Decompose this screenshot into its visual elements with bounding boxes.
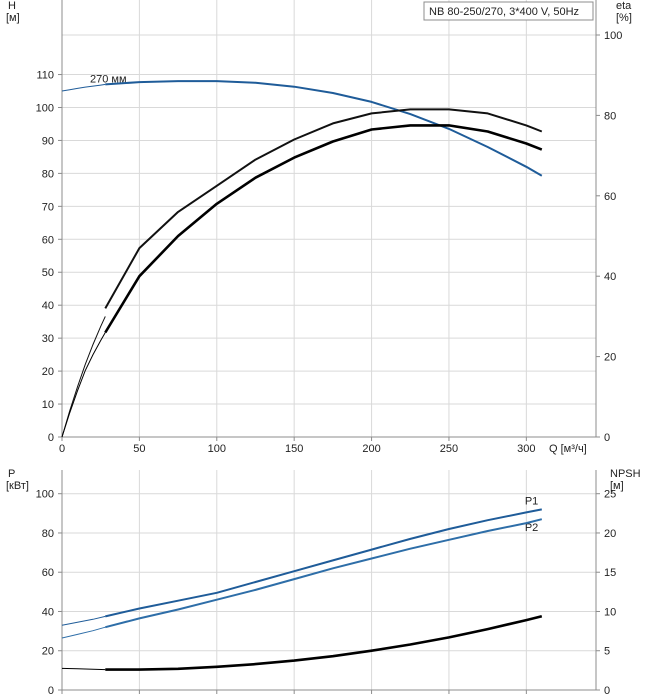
- x-tick-label: 200: [362, 443, 380, 455]
- y-right-axis-title: [%]: [616, 12, 632, 24]
- y-right-tick-label: 20: [604, 352, 616, 364]
- y-right-axis-title: eta: [616, 0, 632, 12]
- head-efficiency-panel: 0 10 20 30 40 50 60 70 80 90 100 110 0 20 40 60 80 100 0 50…: [6, 0, 632, 455]
- y-right-tick-label: 25: [604, 489, 616, 501]
- y-left-tick-label: 50: [42, 267, 54, 279]
- y-left-tick-label: 100: [36, 489, 54, 501]
- y-left-tick-label: 20: [42, 646, 54, 658]
- series-extension-line: [61, 83, 106, 92]
- y-right-tick-label: 5: [604, 646, 610, 658]
- y-left-axis-title: P: [8, 468, 15, 480]
- y-left-tick-label: 80: [42, 168, 54, 180]
- x-tick-label: 300: [517, 443, 535, 455]
- legend-box-text: NB 80-250/270, 3*400 V, 50Hz: [429, 6, 579, 18]
- y-left-tick-label: 0: [48, 685, 54, 697]
- series-line: [104, 124, 543, 334]
- y-left-tick-label: 60: [42, 234, 54, 246]
- x-tick-label: 150: [285, 443, 303, 455]
- y-left-tick-label: 100: [36, 102, 54, 114]
- series-extension-line: [61, 626, 106, 639]
- y-right-tick-label: 15: [604, 567, 616, 579]
- y-left-tick-label: 110: [36, 70, 54, 82]
- series-label: 270 мм: [90, 73, 127, 85]
- x-tick-label: 0: [59, 443, 65, 455]
- y-right-tick-label: 10: [604, 606, 616, 618]
- y-right-tick-label: 100: [604, 30, 622, 42]
- y-right-tick-label: 80: [604, 110, 616, 122]
- y-left-tick-label: 60: [42, 567, 54, 579]
- series-line: [105, 614, 543, 671]
- legend-box-frame: [423, 1, 594, 21]
- y-right-tick-label: 0: [604, 432, 610, 444]
- x-tick-label: 100: [208, 443, 226, 455]
- y-right-tick-label: 20: [604, 528, 616, 540]
- series-line: [105, 518, 543, 629]
- y-right-axis-title: NPSH: [610, 468, 641, 480]
- series-extension-line: [61, 667, 106, 671]
- y-left-tick-label: 10: [42, 399, 54, 411]
- y-left-axis-title: [кВт]: [6, 480, 29, 492]
- y-left-tick-label: 40: [42, 606, 54, 618]
- series-label: P1: [525, 495, 538, 507]
- series-line: [105, 508, 542, 618]
- y-right-axis-title: [м]: [610, 480, 624, 492]
- series-line: [104, 108, 543, 309]
- y-left-tick-label: 0: [48, 432, 54, 444]
- x-axis-title: Q [м³/ч]: [549, 443, 587, 455]
- series-extension-line: [61, 615, 106, 626]
- y-left-tick-label: 40: [42, 300, 54, 312]
- power-npsh-panel: 0 20 40 60 80 100 0 5 10 15 20 25 P[кВт] NPSH[м] P1 P2: [6, 468, 641, 697]
- y-left-tick-label: 90: [42, 135, 54, 147]
- y-left-axis-title: H: [8, 0, 16, 12]
- y-right-tick-label: 40: [604, 271, 616, 283]
- y-right-tick-label: 60: [604, 191, 616, 203]
- series-line: [105, 80, 543, 177]
- y-left-tick-label: 30: [42, 333, 54, 345]
- series-extension-line: [61, 316, 106, 438]
- series-extension-line: [61, 332, 106, 438]
- y-left-tick-label: 70: [42, 201, 54, 213]
- y-right-tick-label: 0: [604, 685, 610, 697]
- x-tick-label: 50: [133, 443, 145, 455]
- x-tick-label: 250: [440, 443, 458, 455]
- y-left-tick-label: 80: [42, 528, 54, 540]
- y-left-axis-title: [м]: [6, 12, 20, 24]
- series-label: P2: [525, 522, 538, 534]
- y-left-tick-label: 20: [42, 366, 54, 378]
- legend-box: NB 80-250/270, 3*400 V, 50Hz: [423, 1, 594, 21]
